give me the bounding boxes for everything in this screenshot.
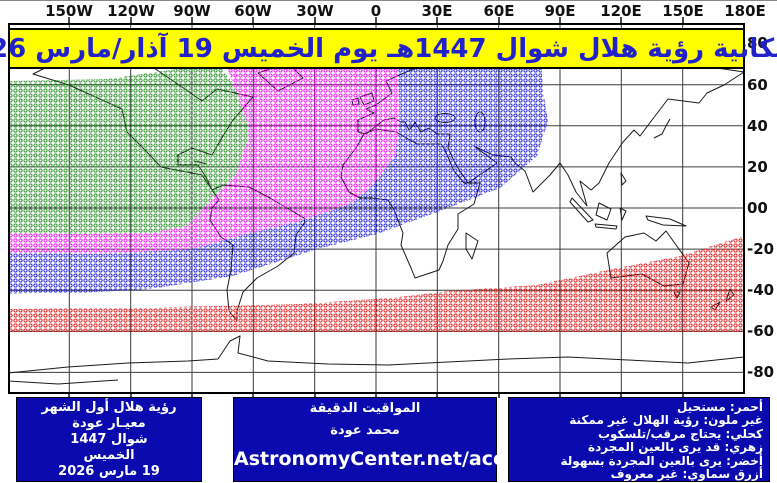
title-text: إمكانية رؤية هلال شوال 1447هـ يوم الخميس…: [0, 33, 777, 64]
new-guinea-outline: [645, 215, 687, 227]
zone-blue-telescope: [8, 43, 548, 294]
zone-red-impossible: [8, 236, 744, 332]
info-line-4: الخميس: [83, 448, 135, 463]
lon-label-90w: 90W: [173, 2, 211, 20]
sumatra-outline: [569, 197, 594, 223]
legend-green-easy-naked-eye: أخضر: يرى بالعين المجردة بسهولة: [560, 453, 763, 468]
antarctica-outline: [8, 335, 745, 374]
lon-label-30w: 30W: [296, 2, 334, 20]
info-line-2: معيـار عودة: [72, 416, 146, 431]
lon-label-60e: 60E: [483, 2, 515, 20]
lon-label-150e: 150E: [662, 2, 704, 20]
lat-label-20: 20: [747, 158, 768, 176]
java-outline: [594, 223, 618, 230]
legend-red-impossible: أحمر: مستحيل: [676, 400, 763, 414]
lat-label-60: 60: [747, 76, 768, 94]
color-legend-box: أحمر: مستحيل غير ملون: رؤية الهلال غير م…: [508, 397, 770, 482]
lon-label-30e: 30E: [421, 2, 453, 20]
lat-label-00: 00: [747, 199, 768, 217]
lon-label-150w: 150W: [45, 2, 93, 20]
lon-label-120e: 120E: [600, 2, 642, 20]
legend-pink-maybe-naked-eye: زهري: قد يرى بالعين المجردة: [588, 440, 763, 455]
credit-line-1: المواقيت الدقيقة: [309, 401, 421, 416]
sulawesi-outline: [619, 207, 627, 221]
lat-label-80: 80: [747, 34, 768, 52]
legend-uncolored-not-visible: غير ملون: رؤية الهلال غير ممكنة: [569, 413, 763, 428]
lon-label-60w: 60W: [234, 2, 272, 20]
credit-box: المواقيت الدقيقة محمد عودة AstronomyCent…: [233, 397, 584, 482]
world-visibility-map: [8, 17, 745, 398]
lat-label-m60: -60: [747, 322, 775, 340]
lon-label-0: 0: [370, 2, 382, 20]
legend-skyblue-unknown: أزرق سماوي: غير معروف: [610, 467, 763, 482]
madagascar-outline: [465, 232, 479, 260]
lon-label-120w: 120W: [107, 2, 155, 20]
borneo-outline: [595, 202, 612, 221]
info-line-5: 19 مارس 2026: [58, 464, 160, 479]
title-banner: إمكانية رؤية هلال شوال 1447هـ يوم الخميس…: [0, 28, 777, 69]
zone-magenta-naked-eye-maybe: [8, 43, 400, 254]
info-line-3: شوال 1447: [70, 432, 148, 447]
lat-label-m40: -40: [747, 281, 775, 299]
info-line-1: رؤية هلال أول الشهر: [41, 400, 177, 415]
map-frame: [8, 23, 745, 394]
astronomycenter-url: AstronomyCenter.net/accut.html: [234, 448, 584, 470]
zone-green-easy-naked-eye: [8, 63, 247, 234]
japan-outline: [653, 118, 671, 139]
legend-navy-telescope: كحلي: يحتاج مرقب/تلسكوب: [597, 426, 763, 441]
top-tick-marks: [68, 17, 684, 23]
lon-label-90e: 90E: [544, 2, 576, 20]
credit-line-2: محمد عودة: [330, 423, 400, 438]
lat-label-m80: -80: [747, 363, 775, 381]
antarctica-coast-segment: [8, 379, 119, 385]
lon-label-180e: 180E: [724, 2, 766, 20]
lat-label-m20: -20: [747, 240, 775, 258]
philippines-outline: [620, 172, 627, 186]
lat-label-40: 40: [747, 117, 768, 135]
visibility-zones: [8, 43, 744, 332]
criterion-info-box: رؤية هلال أول الشهر معيـار عودة شوال 144…: [16, 397, 202, 482]
